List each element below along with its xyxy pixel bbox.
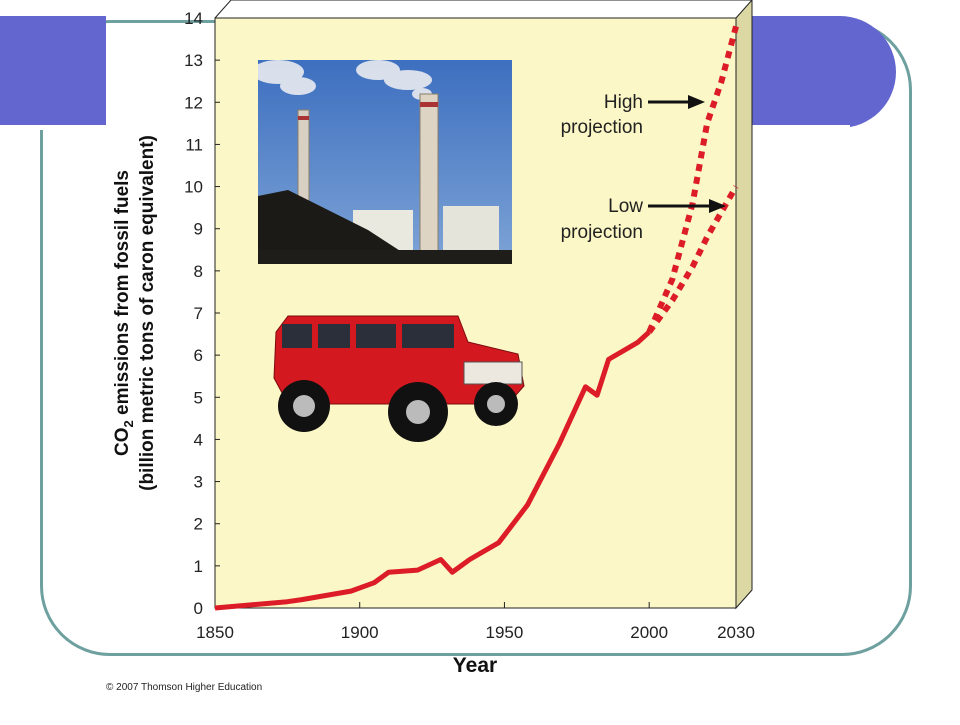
y-tick-label: 6 <box>194 346 203 365</box>
suv-wheels <box>278 380 518 442</box>
suv-windows <box>282 324 454 348</box>
low-projection-line <box>646 185 739 334</box>
title-bar-right-stripe <box>740 125 850 130</box>
red-suv-photo <box>268 312 530 444</box>
frame-gap <box>0 140 40 660</box>
x-tick-label: 2000 <box>630 623 668 642</box>
y-tick-label: 4 <box>194 430 203 449</box>
y-tick-label: 0 <box>194 599 203 618</box>
x-axis-label: Year <box>453 654 497 677</box>
y-tick-label: 14 <box>184 9 203 28</box>
y-axis-label-line2: (billion metric tons of caron equivalent… <box>137 135 158 491</box>
plot-top-edge-left <box>214 0 232 19</box>
annotation-high-line2: projection <box>561 117 643 138</box>
annotation-low-line1: Low <box>608 196 643 217</box>
y-tick-label: 1 <box>194 557 203 576</box>
historical-emissions-line <box>214 330 651 611</box>
power-plant-photo <box>258 60 512 264</box>
smoke-plume <box>258 60 432 100</box>
y-tick-label: 3 <box>194 473 203 492</box>
x-tick-label: 1900 <box>341 623 379 642</box>
y-tick-label: 12 <box>184 93 203 112</box>
title-bar-left <box>0 16 106 128</box>
y-tick-label: 9 <box>194 220 203 239</box>
title-bar-right <box>740 16 896 128</box>
plot-side-panel <box>735 0 753 610</box>
arrow-low <box>648 199 726 213</box>
y-axis-label-line1: CO2 emissions from fossil fuels <box>112 170 136 456</box>
annotation-high-line1: High <box>604 92 643 113</box>
title-bar-left-stripe <box>0 125 106 130</box>
x-tick-label: 2030 <box>717 623 755 642</box>
copyright-credit: © 2007 Thomson Higher Education <box>106 682 263 693</box>
arrow-high <box>648 95 705 109</box>
series-group <box>214 25 739 611</box>
x-tick-label: 1850 <box>196 623 234 642</box>
y-tick-label: 13 <box>184 51 203 70</box>
x-axis: 1850 1900 1950 2000 2030 <box>196 602 755 642</box>
y-tick-label: 2 <box>194 515 203 534</box>
red-suv-illustration <box>273 315 525 442</box>
power-plant-illustration <box>258 60 512 264</box>
x-tick-label: 1950 <box>486 623 524 642</box>
y-tick-label: 8 <box>194 262 203 281</box>
y-tick-label: 10 <box>184 178 203 197</box>
y-tick-label: 5 <box>194 388 203 407</box>
y-tick-label: 7 <box>194 304 203 323</box>
y-tick-label: 11 <box>185 135 203 154</box>
annotation-low-line2: projection <box>561 222 643 243</box>
